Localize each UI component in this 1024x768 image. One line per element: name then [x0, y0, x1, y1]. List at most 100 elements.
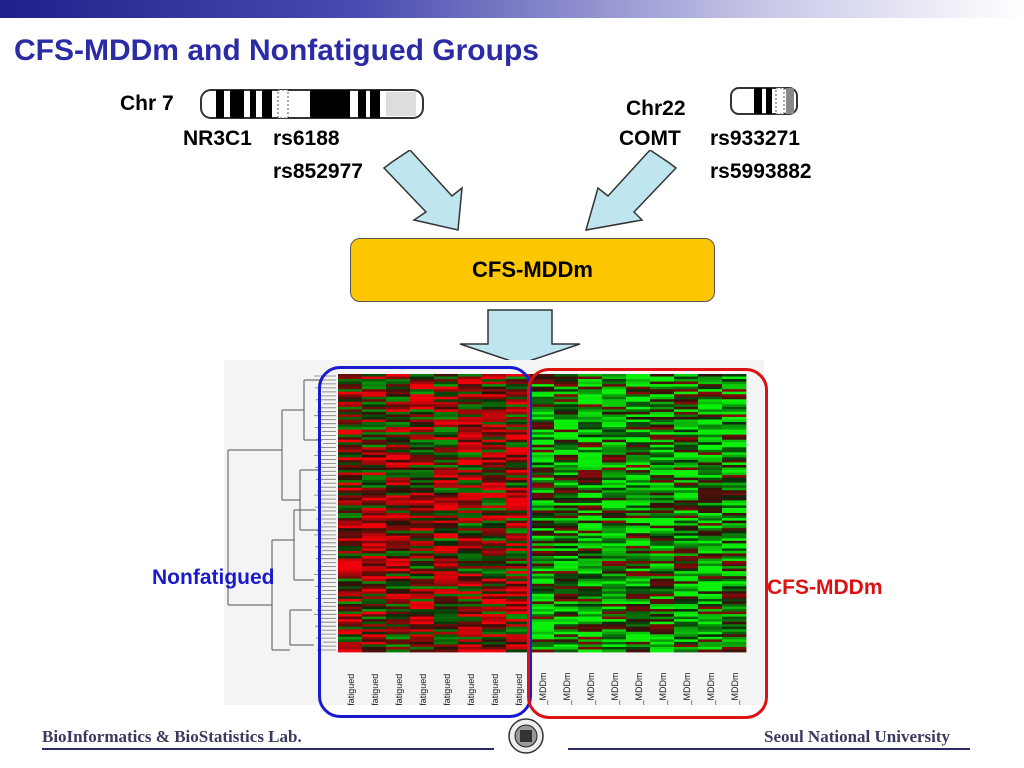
heatmap-cell — [554, 497, 579, 501]
heatmap-cell — [674, 477, 699, 481]
heatmap-cell — [674, 636, 699, 640]
heatmap-cell — [458, 609, 483, 612]
heatmap-cell — [530, 566, 555, 569]
heatmap-cell — [434, 401, 459, 405]
heatmap-cell — [434, 379, 459, 382]
heatmap-cell — [698, 419, 723, 423]
heatmap-cell — [578, 639, 603, 643]
heatmap-cell — [674, 406, 699, 410]
heatmap-cell — [362, 487, 387, 491]
heatmap-cell — [722, 591, 747, 595]
heatmap-cell — [650, 518, 675, 521]
heatmap-cell — [506, 447, 531, 451]
heatmap-cell — [338, 621, 363, 625]
heatmap-cell — [434, 593, 459, 597]
heatmap-cell — [362, 609, 387, 612]
heatmap-cell — [626, 573, 651, 577]
heatmap-cell — [698, 591, 723, 595]
heatmap-cell — [602, 472, 627, 476]
heatmap-cell — [362, 419, 387, 423]
heatmap-cell — [410, 449, 435, 453]
heatmap-cell — [698, 619, 723, 623]
heatmap-cell — [530, 477, 555, 481]
heatmap-cell — [602, 639, 627, 643]
heatmap-cell — [482, 447, 507, 451]
heatmap-cell — [530, 596, 555, 600]
heatmap-cell — [626, 419, 651, 423]
heatmap-cell — [338, 550, 363, 554]
heatmap-cell — [362, 432, 387, 436]
heatmap-cell — [458, 462, 483, 466]
heatmap-cell — [338, 614, 363, 618]
heatmap-cell — [338, 462, 363, 466]
heatmap-cell — [650, 523, 675, 527]
heatmap-cell — [602, 629, 627, 633]
heatmap-cell — [386, 649, 411, 653]
heatmap-cell — [434, 399, 459, 403]
heatmap-cell — [722, 391, 747, 395]
column-label: CFS_MDDm — [586, 673, 596, 706]
heatmap-cell — [626, 374, 651, 377]
heatmap-cell — [458, 391, 483, 395]
heatmap-cell — [650, 550, 675, 554]
heatmap-cell — [650, 490, 675, 494]
heatmap-cell — [554, 502, 579, 506]
heatmap-cell — [650, 568, 675, 572]
heatmap-cell — [554, 548, 579, 552]
heatmap-cell — [386, 419, 411, 423]
heatmap-cell — [530, 497, 555, 501]
heatmap-cell — [530, 631, 555, 635]
heatmap-cell — [530, 568, 555, 572]
heatmap-cell — [362, 444, 387, 448]
heatmap-cell — [578, 535, 603, 539]
heatmap-cell — [506, 505, 531, 509]
heatmap-cell — [434, 422, 459, 425]
heatmap-cell — [674, 411, 699, 415]
heatmap-cell — [482, 545, 507, 549]
heatmap-cell — [554, 533, 579, 537]
heatmap-cell — [650, 510, 675, 514]
heatmap-cell — [410, 432, 435, 436]
heatmap-cell — [362, 616, 387, 620]
heatmap-cell — [458, 480, 483, 484]
heatmap-cell — [650, 626, 675, 630]
heatmap-cell — [506, 611, 531, 615]
heatmap-cell — [650, 401, 675, 405]
heatmap-cell — [722, 487, 747, 491]
heatmap-cell — [434, 472, 459, 476]
heatmap-cell — [506, 603, 531, 607]
heatmap-cell — [458, 513, 483, 516]
heatmap-cell — [386, 434, 411, 438]
heatmap-cell — [386, 631, 411, 635]
heatmap-cell — [554, 591, 579, 595]
nonfatigued-group-outline — [318, 366, 532, 718]
heatmap-cell — [674, 629, 699, 633]
heatmap-cell — [530, 591, 555, 595]
heatmap-cell — [602, 490, 627, 494]
heatmap-cell — [434, 500, 459, 504]
heatmap-cell — [698, 598, 723, 602]
heatmap-cell — [386, 432, 411, 436]
heatmap-cell — [626, 487, 651, 491]
heatmap-cell — [410, 571, 435, 575]
heatmap-cell — [698, 454, 723, 458]
heatmap-cell — [602, 409, 627, 413]
heatmap-cell — [578, 573, 603, 577]
heatmap-cell — [386, 596, 411, 600]
heatmap-cell — [674, 641, 699, 645]
heatmap-cell — [530, 452, 555, 456]
heatmap-cell — [650, 611, 675, 615]
heatmap-cell — [530, 444, 555, 448]
heatmap-cell — [674, 598, 699, 602]
heatmap-cell — [698, 376, 723, 380]
heatmap-cell — [698, 477, 723, 481]
heatmap-cell — [506, 634, 531, 638]
cfs-mddm-box: CFS-MDDm — [350, 238, 715, 302]
heatmap-cell — [626, 492, 651, 496]
heatmap-cell — [362, 545, 387, 549]
heatmap-cell — [434, 386, 459, 390]
heatmap-cell — [434, 406, 459, 410]
heatmap-cell — [626, 540, 651, 544]
heatmap-cell — [554, 571, 579, 575]
heatmap-cell — [602, 381, 627, 385]
